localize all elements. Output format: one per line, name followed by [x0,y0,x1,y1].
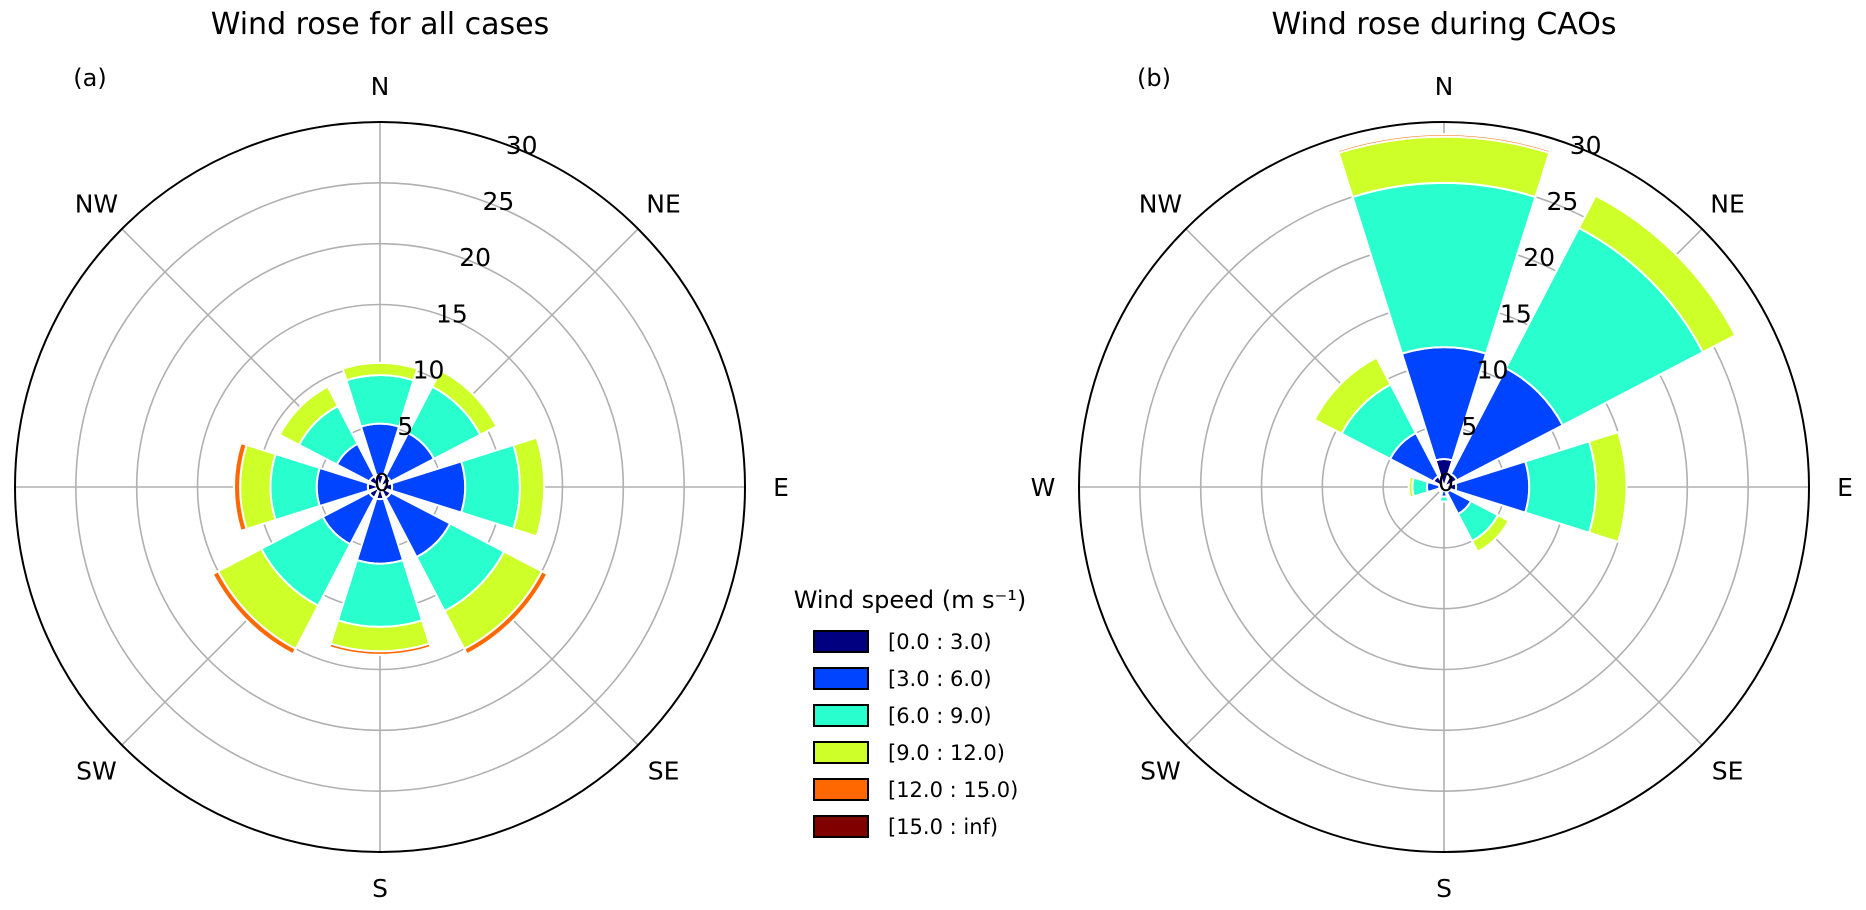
legend-entry-label: [9.0 : 12.0) [888,741,1005,765]
bar-nw-bin-3 [1313,356,1392,435]
bar-s-bin-4 [328,642,432,656]
radial-tick-label: 25 [482,187,514,216]
radial-tick-label: 20 [1523,243,1555,272]
legend-swatch [813,704,869,727]
legend-swatch [813,741,869,764]
legend-entry-label: [12.0 : 15.0) [888,778,1018,802]
direction-label-se: SE [648,757,680,786]
chart-title: Wind rose for all cases [211,7,550,42]
legend-swatch [813,815,869,838]
grid-spoke [1185,486,1445,746]
legend-entry-label: [3.0 : 6.0) [888,667,992,691]
bar-w-bin-3 [239,443,277,531]
direction-label-n: N [371,72,390,101]
bar-ne-bin-3 [430,369,498,437]
legend-entry-label: [6.0 : 9.0) [888,704,992,728]
direction-label-w: W [1031,473,1056,502]
bar-n-bin-4 [1336,133,1552,155]
polar-frame [1078,121,1810,853]
radial-tick-label: 20 [459,243,491,272]
chart-title: Wind rose during CAOs [1271,7,1616,42]
bar-w-bin-3 [1407,475,1416,499]
radial-tick-label: 0 [1438,468,1454,497]
radial-tick-label: 30 [1570,131,1602,160]
radial-tick-label: 10 [413,356,445,385]
direction-label-s: S [372,874,388,903]
bar-se-bin-3 [1470,513,1511,554]
direction-label-e: E [1837,473,1853,502]
bar-e-bin-3 [1587,430,1628,544]
direction-label-nw: NW [75,189,118,218]
direction-label-sw: SW [1140,757,1181,786]
direction-label-s: S [1436,874,1452,903]
bar-sw-bin-2 [1437,487,1444,494]
legend-entry-label: [0.0 : 3.0) [888,630,992,654]
panel-label: (a) [73,64,106,92]
direction-label-e: E [773,473,789,502]
radial-tick-label: 5 [1461,412,1477,441]
bar-e-bin-2 [459,443,521,531]
direction-label-ne: NE [1710,189,1745,218]
bar-w-bin-2 [1411,476,1430,498]
bar-s-bin-2 [336,558,424,628]
bar-s-bin-2 [1438,495,1450,503]
radial-tick-label: 15 [1500,299,1532,328]
legend-entries: [0.0 : 3.0) [3.0 : 6.0) [6.0 : 9.0) [9.0 : … [813,630,1018,839]
legend-swatch [813,667,869,690]
bar-w-bin-4 [233,441,248,533]
radial-tick-label: 10 [1477,356,1509,385]
bar-n-bin-3 [341,361,419,382]
bar-e-bin-3 [512,436,546,538]
direction-label-se: SE [1712,757,1744,786]
legend-title: Wind speed (m s⁻¹) [794,586,1027,614]
bar-se-bin-4 [462,569,549,656]
radial-tick-label: 0 [374,468,390,497]
direction-label-ne: NE [646,189,681,218]
legend-entry-label: [15.0 : inf) [888,815,998,839]
bar-w-bin-2 [269,452,321,522]
legend: Wind speed (m s⁻¹) [0.0 : 3.0) [3.0 : 6.0… [794,586,1027,839]
bar-ne-bin-3 [1577,194,1737,354]
bar-e-bin-2 [1523,440,1598,534]
radial-tick-label: 25 [1546,187,1578,216]
bar-sw-bin-4 [211,569,298,656]
radial-tick-label: 5 [397,412,413,441]
direction-label-n: N [1435,72,1454,101]
bar-nw-bin-3 [278,385,340,447]
legend-swatch [813,630,869,653]
radial-tick-label: 15 [436,299,468,328]
radial-tick-label: 30 [506,131,538,160]
direction-label-sw: SW [76,757,117,786]
legend-swatch [813,778,869,801]
polar-frame [14,121,746,853]
direction-label-nw: NW [1139,189,1182,218]
panel-label: (b) [1137,64,1171,92]
